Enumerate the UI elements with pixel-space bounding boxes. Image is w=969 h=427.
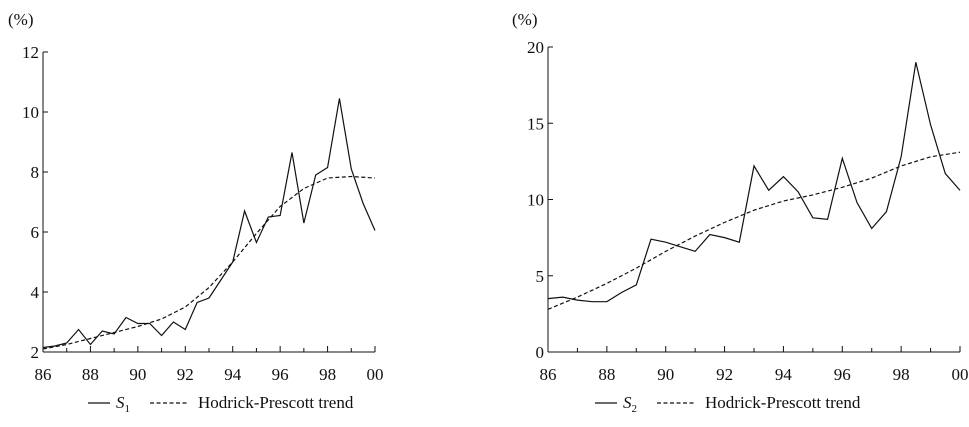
y-tick-label: 10 <box>22 103 39 122</box>
legend-trend-label: Hodrick-Prescott trend <box>198 393 354 412</box>
y-tick-label: 4 <box>31 283 40 302</box>
x-tick-label: 94 <box>775 365 793 384</box>
y-tick-label: 6 <box>31 223 40 242</box>
x-tick-label: 96 <box>834 365 851 384</box>
chart-panel-2: (%) 0 5 10 15 20 86 88 90 92 94 96 98 00 S2 Hodrick-Pre… <box>512 10 969 415</box>
y-tick-label: 8 <box>31 163 40 182</box>
series-line <box>42 98 376 349</box>
legend: S1 Hodrick-Prescott trend <box>88 393 354 415</box>
series-line <box>547 62 961 303</box>
x-tick-label: 00 <box>367 365 384 384</box>
legend-series-subscript: 2 <box>632 403 638 415</box>
legend: S2 Hodrick-Prescott trend <box>595 393 861 415</box>
legend-series-subscript: 1 <box>125 403 131 415</box>
unit-label: (%) <box>8 10 33 29</box>
trend-line <box>547 151 961 310</box>
y-tick-label: 15 <box>527 114 544 133</box>
x-tick-label: 86 <box>540 365 557 384</box>
y-tick-label: 0 <box>536 343 545 362</box>
x-tick-label: 96 <box>272 365 289 384</box>
legend-trend-label: Hodrick-Prescott trend <box>705 393 861 412</box>
trend-line <box>42 175 376 350</box>
x-tick-label: 98 <box>893 365 910 384</box>
y-tick-label: 10 <box>527 191 544 210</box>
legend-series-label: S1 <box>116 393 130 415</box>
x-tick-label: 88 <box>598 365 615 384</box>
x-tick-label: 92 <box>716 365 733 384</box>
x-tick-label: 88 <box>82 365 99 384</box>
chart-panel-1: (%) 2 4 6 8 10 12 86 88 90 92 94 96 98 00 S1 Hodrick-Pre… <box>8 10 384 415</box>
x-tick-label: 90 <box>129 365 146 384</box>
x-tick-label: 94 <box>224 365 242 384</box>
x-tick-label: 00 <box>952 365 969 384</box>
x-tick-label: 98 <box>319 365 336 384</box>
x-tick-label: 86 <box>35 365 52 384</box>
y-tick-label: 20 <box>527 38 544 57</box>
y-tick-label: 5 <box>536 267 545 286</box>
legend-series-label: S2 <box>623 393 637 415</box>
x-tick-label: 90 <box>657 365 674 384</box>
unit-label: (%) <box>512 10 537 29</box>
x-tick-label: 92 <box>177 365 194 384</box>
y-tick-label: 12 <box>22 43 39 62</box>
y-tick-label: 2 <box>31 343 40 362</box>
